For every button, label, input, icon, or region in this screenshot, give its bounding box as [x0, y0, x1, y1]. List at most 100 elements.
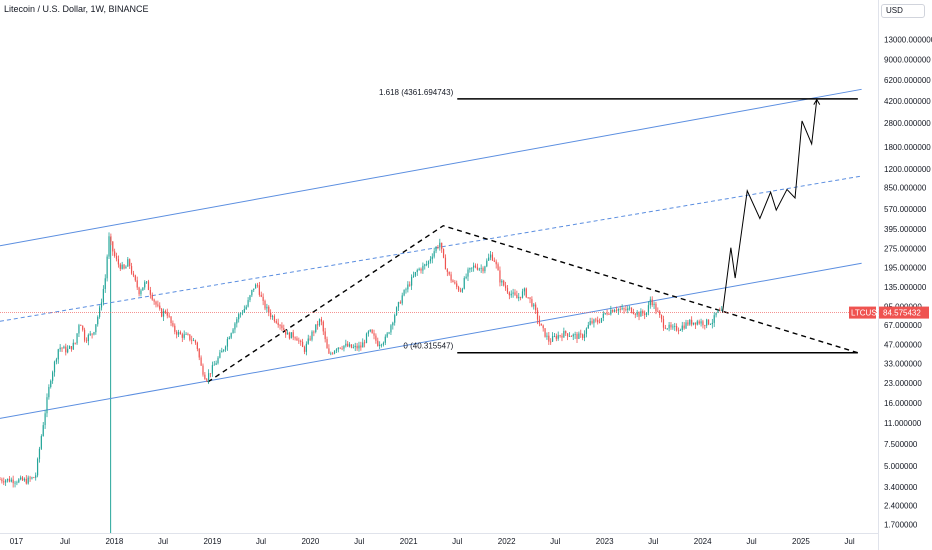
- candle-body: [179, 332, 182, 335]
- candle-body: [33, 477, 35, 479]
- candle-body: [493, 260, 495, 262]
- candle-body: [134, 275, 136, 281]
- price-axis-tick-label: 1.700000: [884, 520, 918, 529]
- candle-body: [525, 288, 527, 298]
- candle-body: [369, 329, 371, 332]
- candle-body: [553, 336, 556, 337]
- time-axis-tick-label: 017: [10, 537, 24, 546]
- candle-body: [181, 334, 183, 338]
- candle-body: [563, 331, 565, 338]
- candle-body: [191, 339, 193, 341]
- candle-body: [285, 329, 287, 335]
- channel-lower-line[interactable]: [0, 262, 862, 419]
- projection-arrow-head: [813, 98, 821, 105]
- projection-path-line[interactable]: [722, 99, 818, 313]
- candle-body: [228, 337, 230, 340]
- price-axis-tick-label: 4200.000000: [884, 97, 931, 106]
- level-label-0: 1.618 (4361.694743): [379, 88, 454, 97]
- candle-body: [580, 333, 582, 335]
- candle-body: [617, 309, 619, 311]
- candle-body: [10, 479, 12, 482]
- candle-body: [615, 310, 618, 312]
- price-axis-tick-label: 135.000000: [884, 283, 927, 292]
- candle-body: [503, 280, 505, 286]
- channel-middle-line[interactable]: [0, 175, 862, 322]
- price-axis-tick-label: 850.000000: [884, 183, 927, 192]
- candle-body: [578, 333, 580, 339]
- candle-body: [343, 345, 345, 349]
- candle-body: [127, 259, 129, 267]
- candle-body: [380, 344, 383, 346]
- candle-body: [151, 294, 153, 300]
- time-axis-tick-label: Jul: [256, 537, 266, 546]
- candle-body: [168, 315, 170, 317]
- candle-body: [456, 283, 458, 287]
- candle-body: [206, 379, 208, 381]
- channel-upper-line[interactable]: [0, 88, 862, 247]
- time-axis-tick-label: 2021: [400, 537, 418, 546]
- symbol-tag: [849, 306, 876, 319]
- candle-body: [704, 325, 706, 326]
- candle-body: [89, 333, 91, 335]
- candle-body: [508, 292, 510, 296]
- symbol-tag-label: LTCUSD: [851, 309, 883, 318]
- time-axis-tick-label: 2024: [694, 537, 712, 546]
- candle-body: [5, 480, 7, 483]
- currency-selector-button[interactable]: USD: [881, 4, 925, 18]
- candle-body: [559, 335, 561, 337]
- candle-body: [431, 256, 433, 260]
- price-axis-tick-label: 7.500000: [884, 440, 918, 449]
- candle-body: [450, 274, 452, 281]
- candle-body: [600, 317, 603, 323]
- candle-body: [427, 261, 430, 265]
- candle-body: [495, 261, 497, 265]
- candle-body: [504, 285, 507, 289]
- candle-body: [85, 340, 88, 342]
- candle-body: [585, 328, 588, 334]
- candle-body: [480, 268, 482, 269]
- candle-body: [698, 321, 700, 324]
- level-label-1: 0 (40.315547): [403, 342, 453, 351]
- candle-body: [520, 296, 522, 298]
- candle-body: [100, 302, 103, 308]
- candle-body: [514, 292, 516, 295]
- candle-body: [379, 344, 381, 346]
- candle-body: [104, 278, 106, 289]
- candle-body: [572, 334, 574, 337]
- time-axis-tick-label: Jul: [354, 537, 364, 546]
- candle-body: [621, 308, 623, 310]
- price-axis-tick-label: 11.000000: [884, 419, 922, 428]
- candle-body: [629, 307, 631, 309]
- candle-body: [365, 333, 368, 343]
- candle-body: [533, 304, 535, 307]
- candle-body: [664, 327, 666, 329]
- candle-body: [632, 312, 635, 314]
- candle-body: [249, 295, 251, 301]
- candle-body: [597, 320, 599, 323]
- price-axis-tick-label: 2.400000: [884, 502, 918, 511]
- candle-body: [645, 312, 648, 315]
- candle-body: [123, 264, 125, 269]
- price-axis-tick-label: 67.000000: [884, 321, 922, 330]
- candle-body: [198, 348, 200, 358]
- candle-body: [523, 288, 525, 292]
- candle-body: [582, 334, 584, 338]
- candle-body: [224, 346, 227, 350]
- candle-body: [266, 306, 268, 309]
- candle-body: [540, 323, 542, 326]
- candle-body: [437, 247, 439, 248]
- candle-body: [625, 309, 627, 311]
- candle-body: [14, 482, 16, 484]
- candle-body: [324, 331, 326, 340]
- candle-body: [27, 477, 29, 484]
- candle-body: [356, 345, 358, 349]
- candle-body: [446, 269, 448, 272]
- candle-body: [567, 333, 569, 337]
- candle-body: [36, 458, 39, 476]
- candle-body: [140, 290, 142, 295]
- candle-body: [72, 342, 74, 350]
- candle-body: [604, 313, 606, 314]
- candle-body: [627, 308, 629, 311]
